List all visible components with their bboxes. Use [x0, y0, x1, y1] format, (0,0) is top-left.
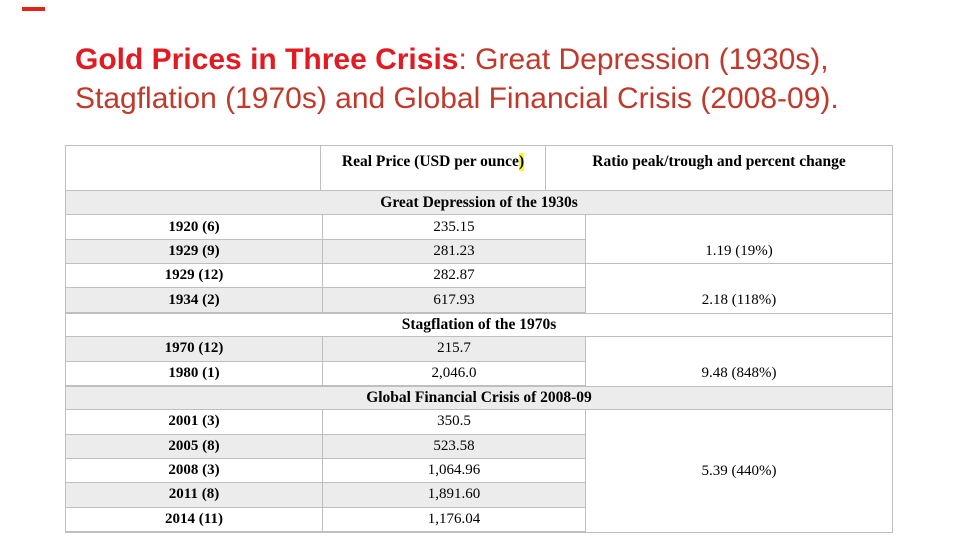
table-row: 2001 (3) 350.5 — [66, 410, 892, 435]
table-body: Great Depression of the 1930s 1920 (6) 235… — [66, 191, 892, 533]
year-cell: 2011 (8) — [66, 483, 323, 508]
highlight-paren: ) — [518, 153, 525, 171]
ratio-cell: 5.39 (440%) — [586, 458, 892, 484]
ratio-column-header: Ratio peak/trough and percent change — [592, 153, 846, 170]
section-label: Global Financial Crisis of 2008-09 — [366, 389, 592, 407]
price-cell: 617.93 — [323, 288, 586, 313]
year-cell: 2008 (3) — [66, 458, 323, 484]
table-row: 1929 (9) 281.23 1.19 (19%) — [66, 239, 892, 265]
table-row: 2005 (8) 523.58 — [66, 434, 892, 459]
section-row: Stagflation of the 1970s — [66, 312, 892, 338]
ratio-cell — [586, 483, 892, 508]
price-cell: 350.5 — [323, 410, 586, 435]
ratio-cell — [586, 410, 892, 435]
table-row: 1920 (6) 235.15 — [66, 215, 892, 240]
year-cell: 1980 (1) — [66, 361, 323, 386]
section-row: Global Financial Crisis of 2008-09 — [66, 385, 892, 411]
section-label: Stagflation of the 1970s — [401, 315, 557, 333]
price-header-text: Real Price (USD per ounce — [341, 153, 519, 170]
ratio-cell: 9.48 (848%) — [586, 361, 892, 386]
price-cell: 235.15 — [323, 215, 586, 240]
price-cell: 282.87 — [323, 264, 586, 289]
slide-title: Gold Prices in Three Crisis: Great Depre… — [75, 40, 905, 118]
table-row: 2014 (11) 1,176.04 — [66, 507, 892, 533]
section-label: Great Depression of the 1930s — [380, 193, 578, 211]
ratio-cell — [586, 215, 892, 240]
table-row: 2008 (3) 1,064.96 5.39 (440%) — [66, 458, 892, 484]
price-cell: 523.58 — [323, 434, 586, 459]
title-rest-line1: : Great Depression (1930s), — [458, 43, 829, 76]
year-cell: 1970 (12) — [66, 337, 323, 362]
year-cell: 1934 (2) — [66, 288, 323, 313]
table-row: 1980 (1) 2,046.0 9.48 (848%) — [66, 361, 892, 386]
year-cell: 2005 (8) — [66, 434, 323, 459]
year-cell: 1929 (12) — [66, 264, 323, 289]
price-cell: 2,046.0 — [323, 361, 586, 386]
ratio-cell — [586, 264, 892, 289]
ratio-cell — [586, 434, 892, 459]
year-column-header — [66, 146, 321, 190]
table-row: 1970 (12) 215.7 — [66, 337, 892, 362]
price-column-header: Real Price (USD per ounce) — [321, 146, 546, 190]
ratio-cell: 2.18 (118%) — [586, 288, 892, 313]
corner-accent — [22, 7, 45, 11]
table-row: 1929 (12) 282.87 — [66, 264, 892, 289]
year-cell: 1920 (6) — [66, 215, 323, 240]
year-cell: 1929 (9) — [66, 239, 323, 265]
section-row: Great Depression of the 1930s — [66, 191, 892, 216]
title-line2: Stagflation (1970s) and Global Financial… — [75, 82, 839, 115]
table-header-row: Real Price (USD per ounce) Ratio peak/tr… — [66, 146, 892, 191]
ratio-cell — [586, 507, 892, 533]
price-cell: 281.23 — [323, 239, 586, 265]
year-cell: 2001 (3) — [66, 410, 323, 435]
table-row: 1934 (2) 617.93 2.18 (118%) — [66, 288, 892, 313]
gold-price-table: Real Price (USD per ounce) Ratio peak/tr… — [65, 145, 893, 534]
price-cell: 215.7 — [323, 337, 586, 362]
table-row: 2011 (8) 1,891.60 — [66, 483, 892, 508]
ratio-cell — [586, 337, 892, 362]
price-cell: 1,891.60 — [323, 483, 586, 508]
title-bold-text: Gold Prices in Three Crisis — [75, 43, 459, 76]
ratio-cell: 1.19 (19%) — [586, 239, 892, 265]
year-cell: 2014 (11) — [66, 507, 323, 533]
price-cell: 1,064.96 — [323, 458, 586, 484]
price-cell: 1,176.04 — [323, 507, 586, 533]
